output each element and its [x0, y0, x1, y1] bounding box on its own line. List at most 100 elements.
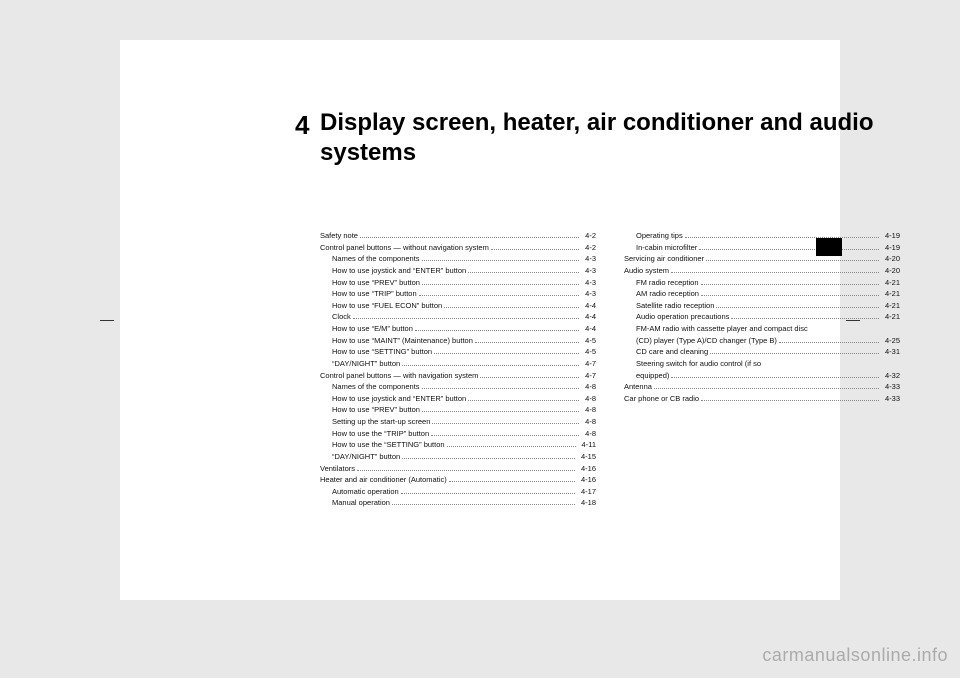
- toc-label: Satellite radio reception: [636, 300, 714, 312]
- toc-row: “DAY/NIGHT” button 4-7: [320, 358, 596, 370]
- toc-page: 4-3: [581, 265, 596, 277]
- toc-page: 4-8: [581, 416, 596, 428]
- toc-row: How to use joystick and “ENTER” button4-…: [320, 265, 596, 277]
- toc-page: 4-8: [581, 381, 596, 393]
- toc-page: 4-16: [577, 474, 596, 486]
- toc-leader-dots: [444, 307, 579, 308]
- toc-label: equipped): [636, 370, 669, 382]
- toc-row: CD care and cleaning4-31: [624, 346, 900, 358]
- toc-row: Operating tips 4-19: [624, 230, 900, 242]
- toc-leader-dots: [434, 353, 579, 354]
- toc-row: Car phone or CB radio4-33: [624, 393, 900, 405]
- toc-row: Clock 4-4: [320, 311, 596, 323]
- toc-leader-dots: [422, 388, 580, 389]
- toc-leader-dots: [392, 504, 575, 505]
- toc-label: (CD) player (Type A)/CD changer (Type B): [636, 335, 777, 347]
- toc-leader-dots: [468, 272, 579, 273]
- toc-row: How to use “TRIP” button4-3: [320, 288, 596, 300]
- toc-row: equipped)4-32: [624, 370, 900, 382]
- toc-leader-dots: [360, 237, 579, 238]
- toc-row: How to use “MAINT” (Maintenance) button 4…: [320, 335, 596, 347]
- toc-page: 4-3: [581, 288, 596, 300]
- toc-page: 4-2: [581, 230, 596, 242]
- toc-leader-dots: [710, 353, 879, 354]
- toc-label: Audio operation precautions: [636, 311, 729, 323]
- toc-page: 4-7: [581, 358, 596, 370]
- toc-page: 4-3: [581, 253, 596, 265]
- crop-mark-left: [100, 320, 114, 321]
- toc-leader-dots: [402, 365, 579, 366]
- toc-leader-dots: [449, 481, 575, 482]
- toc-leader-dots: [447, 446, 576, 447]
- chapter-title: Display screen, heater, air conditioner …: [320, 108, 880, 168]
- crop-mark-right: [846, 320, 860, 321]
- toc-row: How to use “E/M” button 4-4: [320, 323, 596, 335]
- toc-label: How to use “SETTING” button: [332, 346, 432, 358]
- toc-label: Audio system: [624, 265, 669, 277]
- toc-label: “DAY/NIGHT” button: [332, 358, 400, 370]
- toc-label: Manual operation: [332, 497, 390, 509]
- toc-label: How to use the “TRIP” button: [332, 428, 429, 440]
- toc-leader-dots: [716, 307, 879, 308]
- toc-page: 4-5: [581, 335, 596, 347]
- toc-page: 4-21: [881, 311, 900, 323]
- toc-page: 4-20: [881, 253, 900, 265]
- toc-row: How to use “PREV” button4-8: [320, 404, 596, 416]
- toc-page: 4-2: [581, 242, 596, 254]
- toc-page: 4-21: [881, 277, 900, 289]
- toc-leader-dots: [491, 249, 579, 250]
- toc-row: How to use “SETTING” button4-5: [320, 346, 596, 358]
- toc-row: Heater and air conditioner (Automatic)4-…: [320, 474, 596, 486]
- toc-row: Audio operation precautions 4-21: [624, 311, 900, 323]
- toc-page: 4-18: [577, 497, 596, 509]
- toc-row: FM radio reception 4-21: [624, 277, 900, 289]
- section-tab: [816, 238, 842, 256]
- toc-column-right: Operating tips4-19In-cabin microfilter4-…: [624, 230, 900, 509]
- toc-row: Control panel buttons — without navigati…: [320, 242, 596, 254]
- toc-leader-dots: [468, 400, 579, 401]
- toc-leader-dots: [419, 295, 580, 296]
- toc-leader-dots: [701, 284, 879, 285]
- toc-page: 4-4: [581, 311, 596, 323]
- toc-row: (CD) player (Type A)/CD changer (Type B)…: [624, 335, 900, 347]
- toc-row: Ventilators4-16: [320, 463, 596, 475]
- toc-row: “DAY/NIGHT” button4-15: [320, 451, 596, 463]
- toc-leader-dots: [475, 342, 579, 343]
- toc-row: Setting up the start-up screen4-8: [320, 416, 596, 428]
- toc-row: FM-AM radio with cassette player and com…: [624, 323, 900, 335]
- toc-row: How to use “PREV” button 4-3: [320, 277, 596, 289]
- toc-label: Automatic operation: [332, 486, 399, 498]
- toc-leader-dots: [706, 260, 879, 261]
- toc-row: Manual operation 4-18: [320, 497, 596, 509]
- toc-page: 4-20: [881, 265, 900, 277]
- watermark: carmanualsonline.info: [762, 645, 948, 666]
- toc-page: 4-19: [881, 242, 900, 254]
- toc-row: Names of the components4-8: [320, 381, 596, 393]
- toc-row: Servicing air conditioner4-20: [624, 253, 900, 265]
- toc-leader-dots: [422, 260, 580, 261]
- toc-leader-dots: [685, 237, 879, 238]
- toc-leader-dots: [671, 377, 879, 378]
- toc-label: FM radio reception: [636, 277, 699, 289]
- toc-leader-dots: [431, 435, 579, 436]
- toc-page: 4-19: [881, 230, 900, 242]
- toc-page: 4-16: [577, 463, 596, 475]
- toc-page: 4-15: [577, 451, 596, 463]
- toc-leader-dots: [353, 318, 579, 319]
- toc-page: 4-4: [581, 323, 596, 335]
- toc-leader-dots: [671, 272, 879, 273]
- toc-label: Names of the components: [332, 253, 420, 265]
- toc-label: FM-AM radio with cassette player and com…: [636, 323, 808, 335]
- toc-label: Operating tips: [636, 230, 683, 242]
- toc-leader-dots: [701, 295, 879, 296]
- toc-label: How to use “PREV” button: [332, 404, 420, 416]
- toc-label: Clock: [332, 311, 351, 323]
- toc-label: How to use “E/M” button: [332, 323, 413, 335]
- toc-page: 4-3: [581, 277, 596, 289]
- toc-page: 4-17: [577, 486, 596, 498]
- toc-row: Antenna4-33: [624, 381, 900, 393]
- toc-label: How to use “PREV” button: [332, 277, 420, 289]
- table-of-contents: Safety note4-2Control panel buttons — wi…: [320, 230, 900, 509]
- chapter-number: 4: [295, 110, 309, 141]
- toc-label: How to use “MAINT” (Maintenance) button: [332, 335, 473, 347]
